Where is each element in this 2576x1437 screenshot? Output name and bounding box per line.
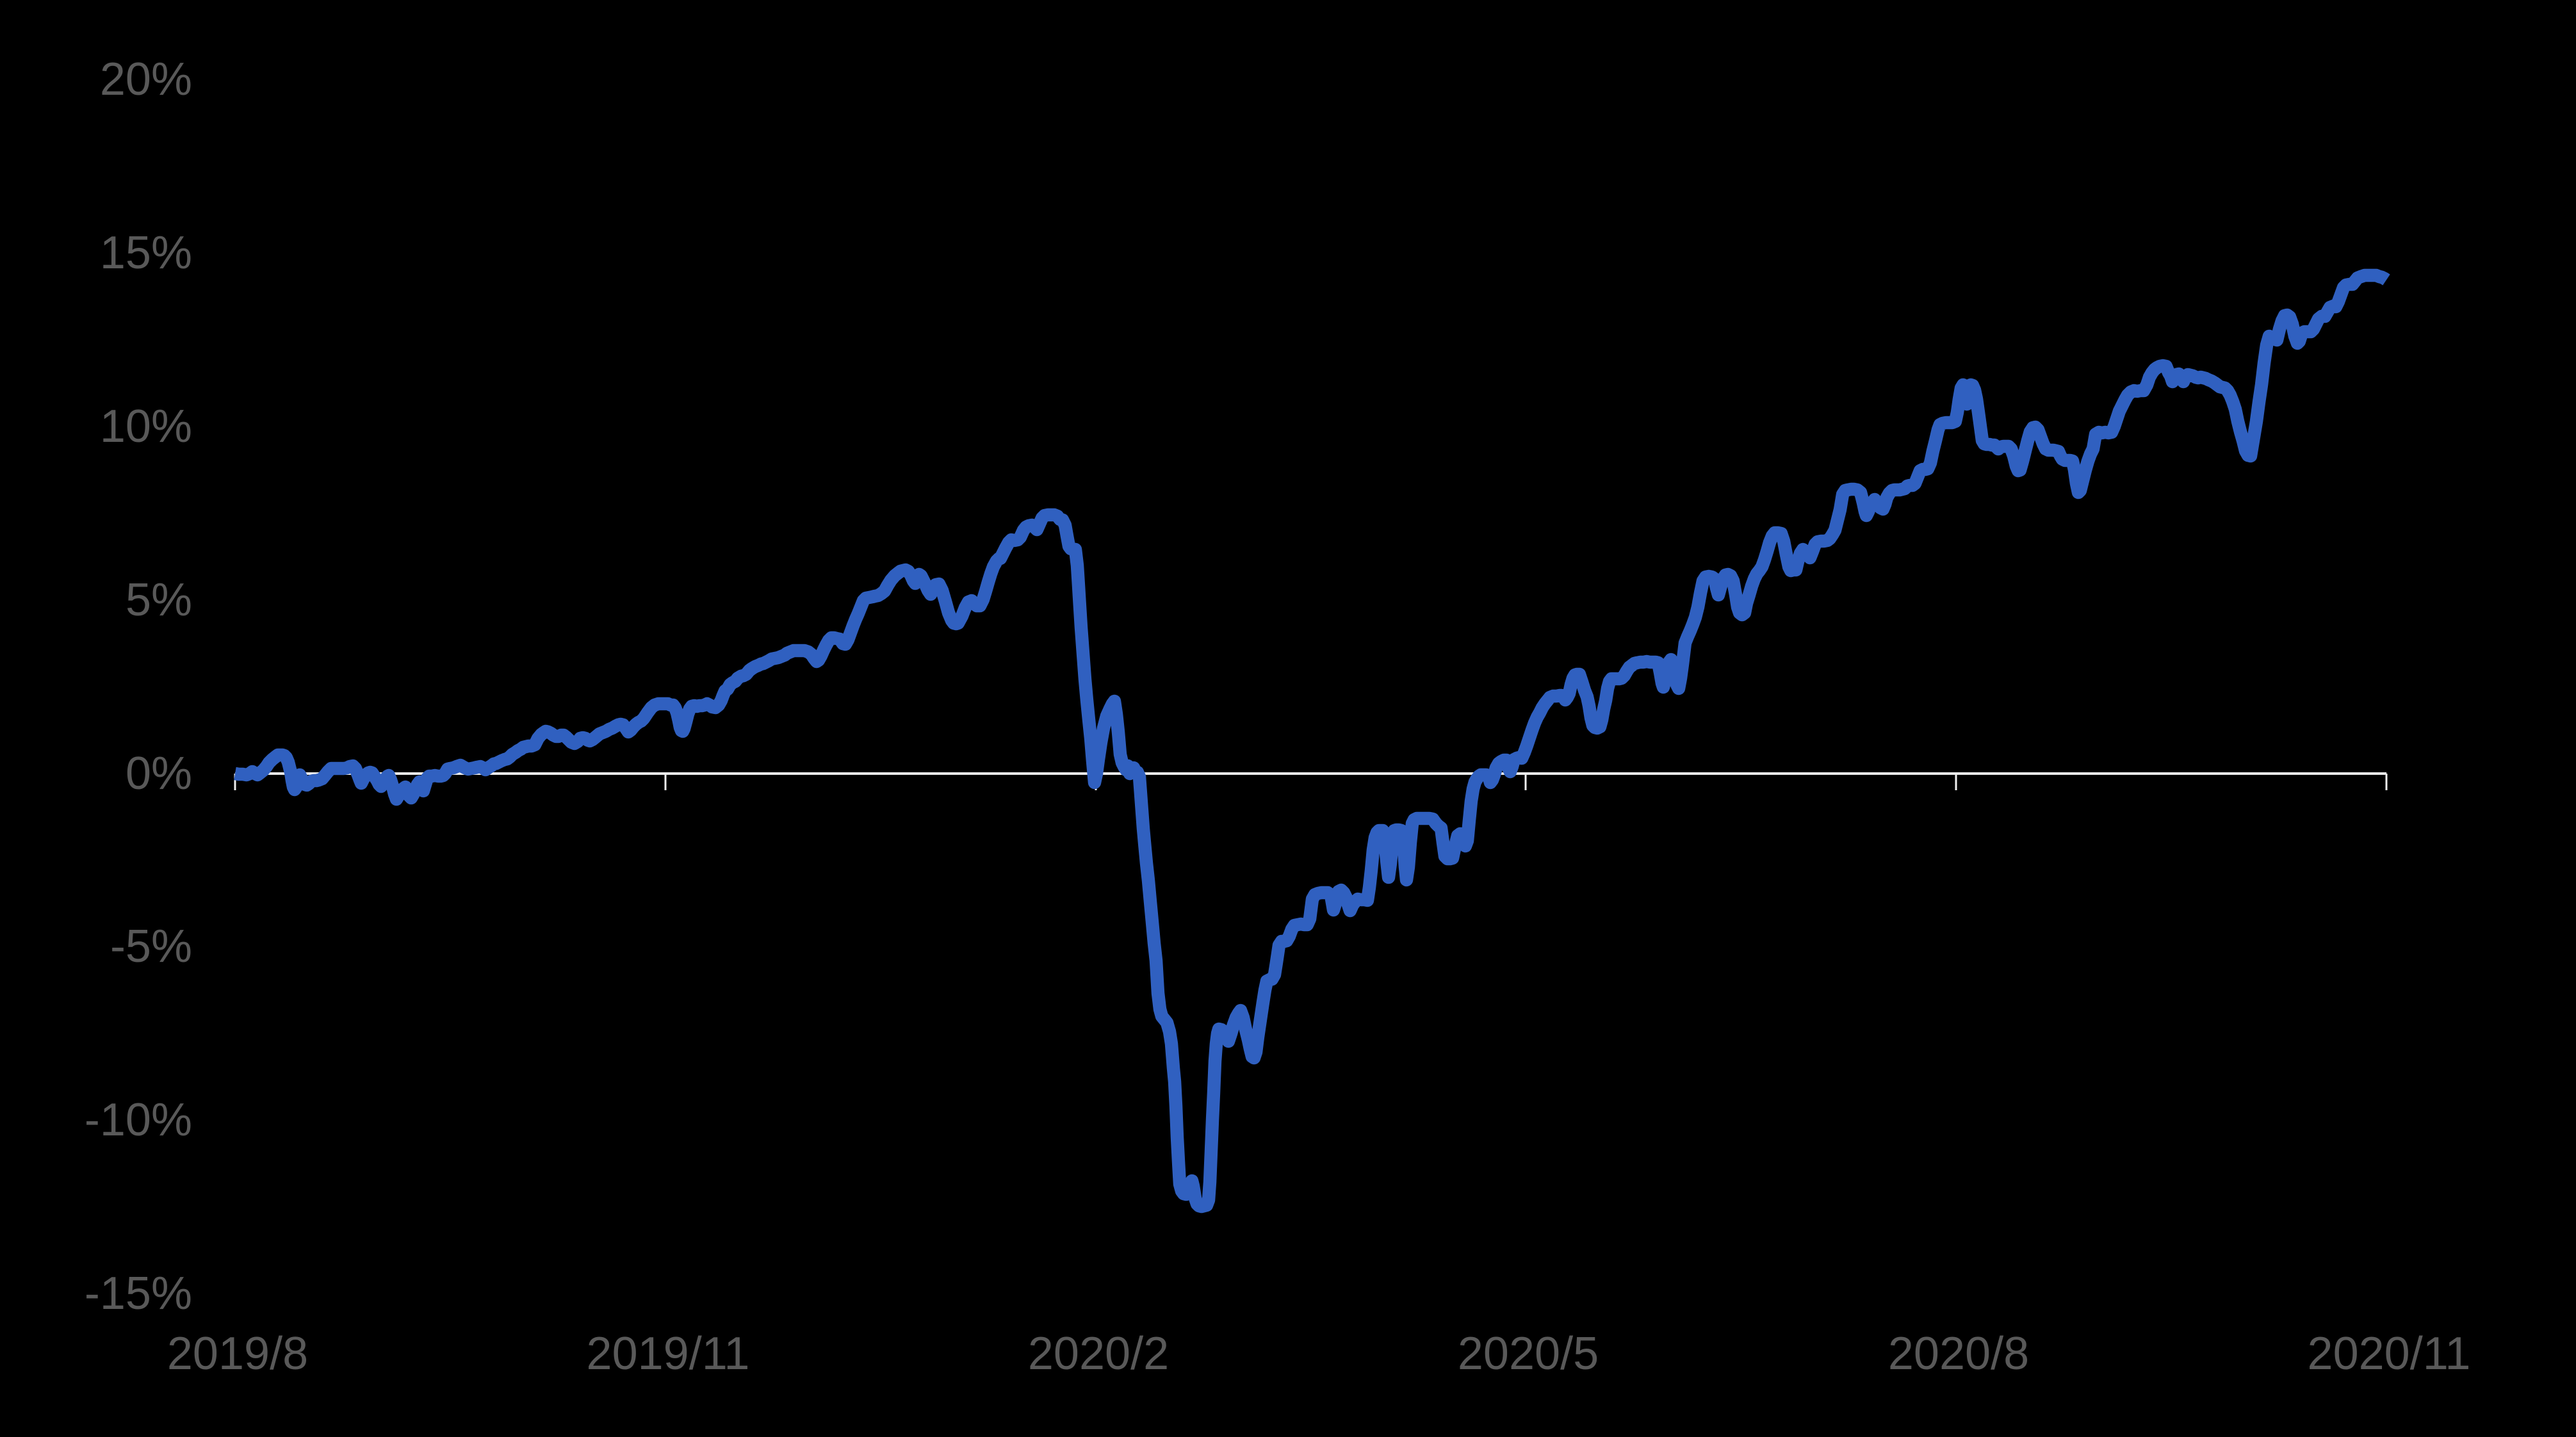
svg-text:15%: 15% [100,227,192,279]
svg-text:2020/5: 2020/5 [1458,1328,1599,1379]
svg-text:2020/2: 2020/2 [1028,1328,1169,1379]
svg-text:2020/8: 2020/8 [1888,1328,2029,1379]
svg-text:0%: 0% [126,748,192,799]
svg-text:10%: 10% [100,401,192,452]
svg-text:-5%: -5% [110,921,192,972]
svg-text:2019/11: 2019/11 [587,1328,750,1379]
svg-text:5%: 5% [126,574,192,626]
svg-text:20%: 20% [100,54,192,105]
svg-text:-15%: -15% [85,1268,192,1319]
svg-text:-10%: -10% [85,1094,192,1146]
svg-text:2019/8: 2019/8 [167,1328,308,1379]
svg-text:2020/11: 2020/11 [2308,1328,2471,1379]
